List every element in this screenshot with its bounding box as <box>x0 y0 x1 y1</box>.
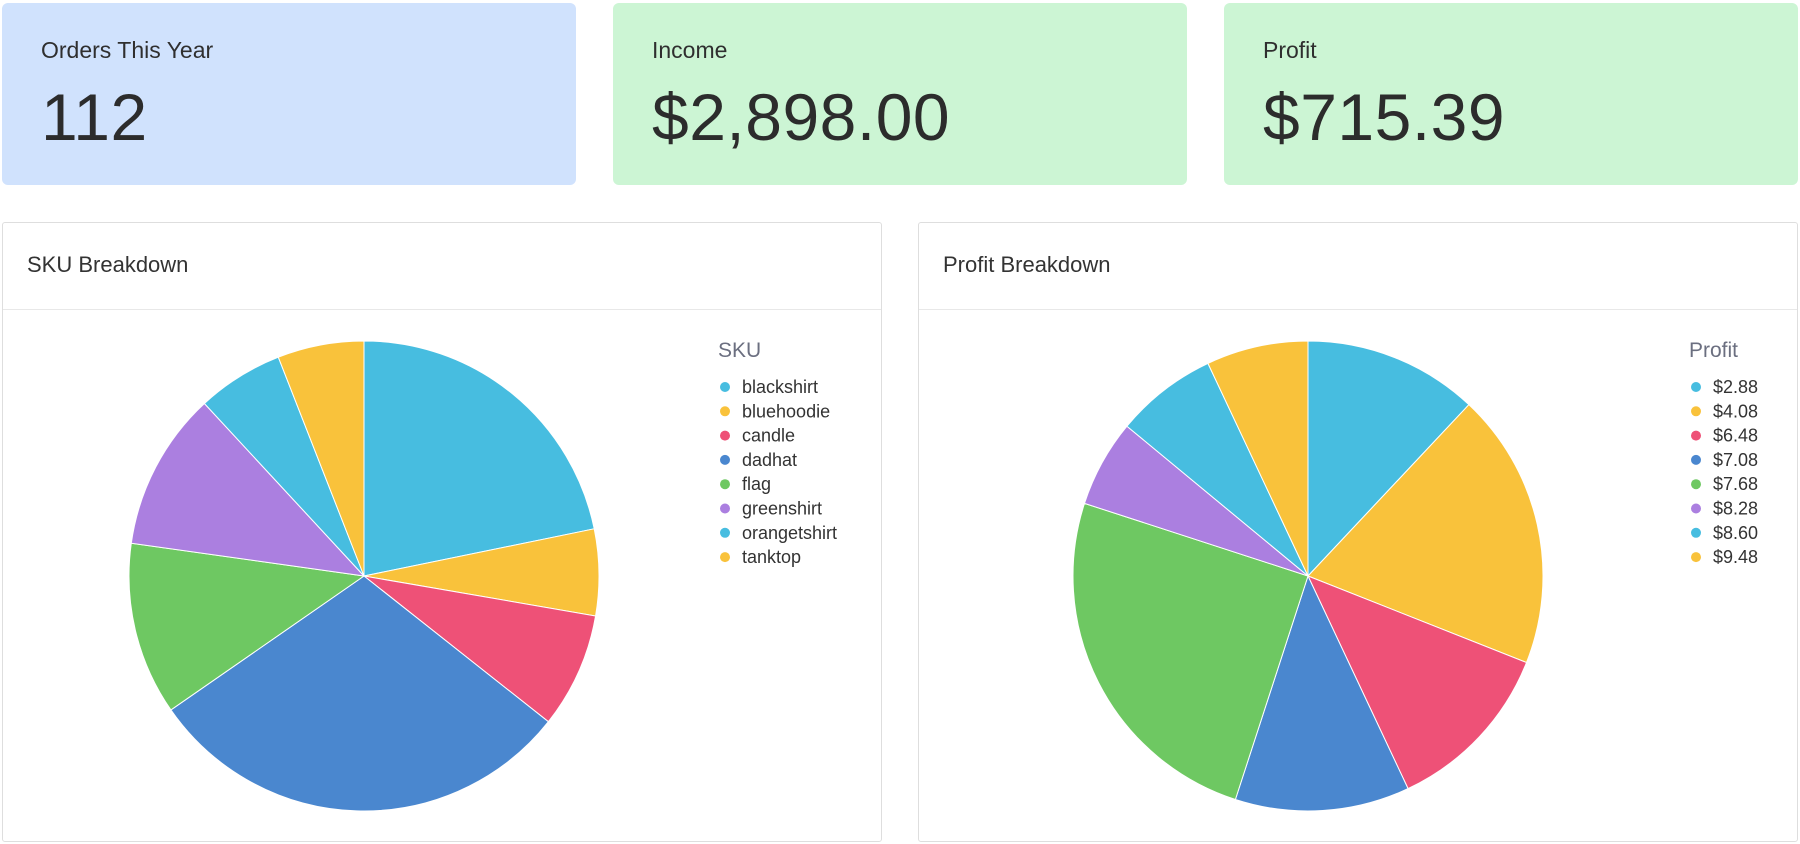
legend-marker-8-28 <box>1691 503 1701 514</box>
pie-slice-7-08[interactable] <box>1234 574 1409 812</box>
pie-slice-4-08[interactable] <box>1307 403 1544 664</box>
sku-pie-chart: SKU blackshirt bluehoodie candle dadhat flag g… <box>128 339 837 812</box>
legend-label-orangetshirt[interactable]: orangetshirt <box>742 523 837 543</box>
legend-marker-blackshirt <box>720 382 730 392</box>
sku-breakdown-panel: SKU blackshirt bluehoodie candle dadhat flag g… <box>2 222 882 842</box>
legend-marker-7-08 <box>1691 454 1701 465</box>
legend-title: Profit <box>1689 339 1738 362</box>
pie-slice-blackshirt[interactable] <box>363 340 595 577</box>
sku-panel-header: SKU Breakdown <box>3 223 881 310</box>
profit-card: Profit $715.39 <box>1224 3 1798 185</box>
legend-label-9-48[interactable]: $9.48 <box>1713 547 1758 567</box>
legend-label-greenshirt[interactable]: greenshirt <box>742 499 822 519</box>
legend-label-flag[interactable]: flag <box>742 474 771 494</box>
legend-label-dadhat[interactable]: dadhat <box>742 450 797 470</box>
profit-panel-title: Profit Breakdown <box>943 252 1111 277</box>
pie-slice-greenshirt[interactable] <box>130 402 366 577</box>
pie-slice-6-48[interactable] <box>1307 575 1528 790</box>
pie-slice-candle[interactable] <box>363 575 597 723</box>
legend-marker-flag <box>720 479 730 490</box>
legend-label-4-08[interactable]: $4.08 <box>1713 401 1758 421</box>
orders-label: Orders This Year <box>41 37 214 63</box>
legend-marker-9-48 <box>1691 552 1701 563</box>
legend-marker-candle <box>720 430 730 441</box>
pie-slice-tanktop[interactable] <box>277 340 365 577</box>
legend-marker-7-68 <box>1691 479 1701 490</box>
pie-slice-dadhat[interactable] <box>170 575 550 812</box>
legend-marker-6-48 <box>1691 430 1701 441</box>
legend-label-8-60[interactable]: $8.60 <box>1713 523 1758 543</box>
legend-marker-dadhat <box>720 454 730 465</box>
legend-label-7-68[interactable]: $7.68 <box>1713 474 1758 494</box>
sku-panel-title: SKU Breakdown <box>27 252 189 277</box>
profit-panel-header: Profit Breakdown <box>919 223 1797 310</box>
legend-marker-tanktop <box>720 552 730 563</box>
profit-label: Profit <box>1263 37 1317 63</box>
legend-marker-orangetshirt <box>720 527 730 538</box>
legend-label-candle[interactable]: candle <box>742 426 795 446</box>
legend-title: SKU <box>718 339 761 362</box>
legend-label-7-08[interactable]: $7.08 <box>1713 450 1758 470</box>
pie-slice-8-60[interactable] <box>1126 362 1309 577</box>
profit-breakdown-panel: Profit $2.88 $4.08 $6.48 $7.08 $7.68 $8.28 $8.6… <box>918 222 1798 842</box>
pie-slice-7-68[interactable] <box>1072 502 1309 801</box>
legend-label-tanktop[interactable]: tanktop <box>742 547 801 567</box>
pie-slice-flag[interactable] <box>128 542 366 711</box>
orders-value: 112 <box>41 80 148 154</box>
legend-marker-4-08 <box>1691 406 1701 417</box>
profit-value: $715.39 <box>1263 80 1506 154</box>
pie-slice-9-48[interactable] <box>1207 340 1309 577</box>
legend-label-8-28[interactable]: $8.28 <box>1713 499 1758 519</box>
income-label: Income <box>652 37 728 63</box>
legend-marker-8-60 <box>1691 527 1701 538</box>
legend-label-blackshirt[interactable]: blackshirt <box>742 377 818 397</box>
legend-marker-bluehoodie <box>720 406 730 417</box>
legend-marker-2-88 <box>1691 382 1701 392</box>
orders-card: Orders This Year 112 <box>2 3 576 185</box>
legend-label-bluehoodie[interactable]: bluehoodie <box>742 401 830 421</box>
legend-label-6-48[interactable]: $6.48 <box>1713 426 1758 446</box>
profit-pie-chart: Profit $2.88 $4.08 $6.48 $7.08 $7.68 $8.28 $8.6… <box>1072 339 1758 812</box>
legend-marker-greenshirt <box>720 503 730 514</box>
income-value: $2,898.00 <box>652 80 951 154</box>
income-card: Income $2,898.00 <box>613 3 1187 185</box>
legend-label-2-88[interactable]: $2.88 <box>1713 377 1758 397</box>
pie-slice-2-88[interactable] <box>1307 340 1470 578</box>
